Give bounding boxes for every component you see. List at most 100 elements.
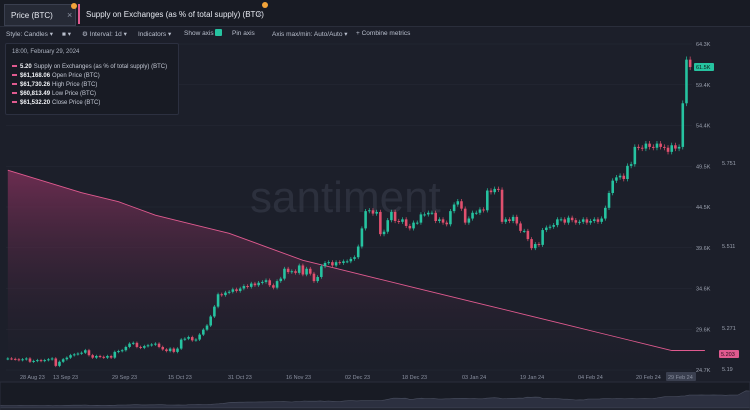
candle (611, 180, 614, 194)
interval-label: Interval: 1d (89, 31, 122, 38)
tab-supply-settings-badge-icon[interactable] (262, 2, 268, 8)
candle (135, 342, 139, 347)
candle (150, 344, 153, 346)
date-tick-label: 29 Sep 23 (112, 375, 137, 381)
supply-area (7, 170, 705, 370)
candle (467, 218, 471, 223)
candle (626, 165, 629, 180)
supply-tag-label: 5.203 (721, 352, 735, 358)
date-tick-label: 15 Oct 23 (168, 375, 192, 381)
price-tick-label: 44.5K (696, 205, 711, 211)
candle (187, 337, 190, 339)
pin-axis-label: Pin axis (232, 30, 255, 37)
candle (305, 268, 308, 275)
date-tick-label: 04 Feb 24 (578, 375, 603, 381)
price-tag (694, 63, 714, 72)
price-tick-label: 39.6K (696, 246, 711, 252)
candle (283, 268, 286, 279)
candle (474, 212, 478, 214)
value-tags: 61.5K 5.203 (694, 63, 739, 358)
tab-price-settings-badge-icon[interactable] (71, 3, 77, 9)
pin-axis-toggle[interactable]: Pin axis (232, 30, 255, 37)
candle (581, 219, 585, 222)
show-axis-toggle[interactable]: Show axis (184, 29, 223, 37)
candle (91, 355, 94, 358)
legend-label: High Price (BTC) (52, 82, 98, 88)
price-tick-label: 29.6K (696, 327, 711, 333)
color-picker-button[interactable]: ■ ▾ (62, 30, 71, 38)
candle (183, 338, 187, 340)
candle (408, 225, 412, 229)
checkbox-checked-icon[interactable] (215, 29, 223, 36)
candle (663, 146, 666, 148)
style-selector[interactable]: Style: Candles ▾ (6, 30, 53, 38)
candle (515, 216, 519, 224)
supply-tick-label: 5.511 (722, 244, 735, 250)
candle (338, 262, 342, 264)
tab-price[interactable]: Price (BTC) × (4, 3, 77, 26)
candle (533, 244, 537, 249)
price-candles (6, 56, 692, 368)
indicators-label: Indicators (138, 31, 167, 38)
candle (552, 225, 555, 227)
candle (131, 342, 135, 344)
candle (666, 147, 670, 152)
candle (6, 358, 10, 360)
candle (382, 231, 386, 235)
candle (478, 209, 482, 213)
candle (637, 146, 640, 148)
candle (463, 208, 467, 223)
candle (607, 193, 611, 208)
candle (589, 220, 592, 223)
open-swatch (12, 74, 17, 77)
candle (120, 350, 124, 352)
combine-metrics-button[interactable]: + Combine metrics (356, 30, 410, 37)
candle (489, 190, 493, 193)
candle (430, 212, 434, 214)
price-tick-label: 49.5K (696, 164, 711, 170)
candle (154, 343, 157, 345)
candle (261, 281, 264, 283)
candle (172, 348, 176, 352)
axis-range-label: Axis max/min: Auto/Auto (272, 31, 343, 38)
supply-tag (719, 350, 739, 358)
candle (76, 353, 80, 355)
candle (415, 222, 419, 224)
candle (360, 228, 364, 247)
tab-supply[interactable]: Supply on Exchanges (as % of total suppl… (78, 2, 268, 24)
tab-price-close-icon[interactable]: × (67, 10, 73, 20)
candle (486, 190, 489, 211)
candle (681, 103, 685, 147)
supply-tick-label: 5.271 (722, 326, 736, 332)
candle (95, 356, 98, 358)
candle (39, 360, 43, 362)
candle (238, 288, 242, 291)
candle (640, 147, 644, 149)
tab-supply-label: Supply on Exchanges (as % of total suppl… (86, 9, 264, 19)
axis-range-selector[interactable]: Axis max/min: Auto/Auto ▾ (272, 30, 348, 38)
date-tick-label: 03 Jan 24 (462, 375, 486, 381)
tab-bar: Price (BTC) × Supply on Exchanges (as % … (0, 0, 750, 27)
candle (604, 207, 607, 219)
tab-supply-close-icon[interactable]: × (257, 9, 263, 19)
candle (320, 266, 323, 277)
time-axis: 28 Aug 23 13 Sep 23 29 Sep 23 15 Oct 23 31 O… (20, 372, 696, 381)
indicators-selector[interactable]: Indicators ▾ (138, 30, 171, 38)
interval-selector[interactable]: ⚙ Interval: 1d ▾ (82, 30, 127, 38)
candle (618, 175, 622, 178)
navigator-line (0, 390, 750, 409)
chevron-down-icon: ▾ (49, 31, 53, 38)
candle (659, 143, 662, 147)
legend-row-close: $61,532.20 Close Price (BTC) (12, 100, 100, 106)
candle (242, 286, 246, 289)
candle (17, 359, 21, 361)
candle (570, 217, 574, 221)
candle (139, 346, 142, 348)
candle (342, 261, 345, 263)
candle (633, 146, 637, 165)
date-tick-label: 20 Feb 24 (636, 375, 661, 381)
legend-row-supply: 5.20 Supply on Exchanges (as % of total s… (12, 64, 167, 70)
high-swatch (12, 83, 17, 86)
candle (109, 356, 113, 358)
